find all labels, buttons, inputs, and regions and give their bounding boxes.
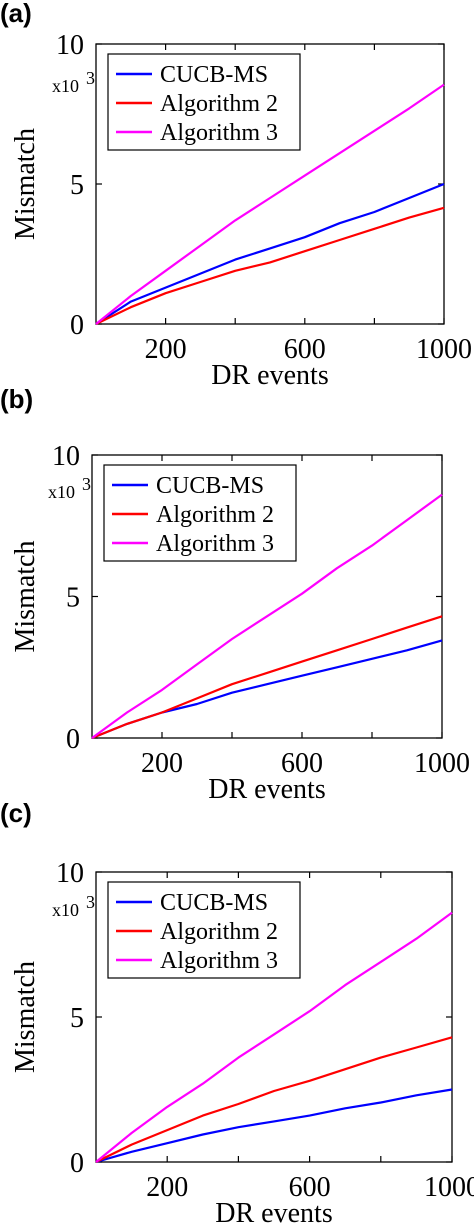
series-line-1 xyxy=(91,639,443,740)
x-tick-label: 1000 xyxy=(416,334,472,365)
panel-label: (a) xyxy=(0,0,32,28)
y-axis-title: Mismatch xyxy=(10,128,41,240)
y-tick-label: 10 xyxy=(52,441,80,472)
y-axis-title: Mismatch xyxy=(10,961,41,1073)
y-scale-label: x10 xyxy=(48,482,75,502)
legend-entry: Algorithm 3 xyxy=(160,120,278,146)
legend-box xyxy=(107,881,301,979)
y-tick-label: 5 xyxy=(70,170,84,201)
series-line-2 xyxy=(95,206,445,325)
x-tick-label: 600 xyxy=(281,748,323,779)
legend-entry: CUCB-MS xyxy=(160,62,268,88)
x-axis-title: DR events xyxy=(208,774,325,805)
y-tick-label: 10 xyxy=(56,30,84,61)
series-line-1 xyxy=(95,1088,453,1164)
legend-entry: Algorithm 2 xyxy=(160,919,278,945)
x-tick-label: 200 xyxy=(141,748,183,779)
y-axis-title: Mismatch xyxy=(10,541,41,653)
series-line-1 xyxy=(95,182,445,325)
panel-label: (b) xyxy=(0,384,33,414)
legend-entry: Algorithm 3 xyxy=(160,948,278,974)
x-tick-label: 200 xyxy=(145,334,187,365)
legend-entry: Algorithm 2 xyxy=(160,91,278,117)
series-line-3 xyxy=(95,911,453,1163)
y-tick-label: 0 xyxy=(66,724,80,755)
x-tick-label: 1000 xyxy=(414,748,470,779)
x-tick-label: 600 xyxy=(289,1172,331,1203)
x-tick-label: 1000 xyxy=(424,1172,474,1203)
y-tick-label: 5 xyxy=(70,1003,84,1034)
chart-panel-2: (b) 200 600 1000 0 5 10 x10 3 DR events Mismatch CU… xyxy=(0,384,470,805)
x-tick-label: 200 xyxy=(146,1172,188,1203)
y-scale-exponent: 3 xyxy=(86,68,95,88)
y-scale-exponent: 3 xyxy=(82,474,91,494)
chart-panel-1: (a) 200 600 1000 0 5 10 x10 3 DR events Mismatch CU… xyxy=(0,0,472,391)
y-tick-label: 0 xyxy=(70,1148,84,1179)
y-tick-label: 5 xyxy=(66,583,80,614)
legend-entry: CUCB-MS xyxy=(156,473,264,499)
series-line-3 xyxy=(95,83,445,325)
series-line-2 xyxy=(91,615,443,740)
y-tick-label: 10 xyxy=(56,858,84,889)
x-axis-title: DR events xyxy=(211,360,328,391)
y-scale-exponent: 3 xyxy=(86,892,95,912)
panel-label: (c) xyxy=(0,798,32,828)
legend-entry: Algorithm 2 xyxy=(156,502,274,528)
x-axis-title: DR events xyxy=(215,1198,332,1228)
x-tick-label: 600 xyxy=(284,334,326,365)
series-line-3 xyxy=(91,493,443,739)
y-scale-label: x10 xyxy=(52,900,79,920)
y-tick-label: 0 xyxy=(70,310,84,341)
chart-panel-3: (c) 200 600 1000 0 5 10 x10 3 DR events Mismatch CU… xyxy=(0,798,474,1228)
series-line-2 xyxy=(95,1036,453,1163)
y-scale-label: x10 xyxy=(52,76,79,96)
legend-entry: CUCB-MS xyxy=(160,890,268,916)
legend-entry: Algorithm 3 xyxy=(156,531,274,557)
